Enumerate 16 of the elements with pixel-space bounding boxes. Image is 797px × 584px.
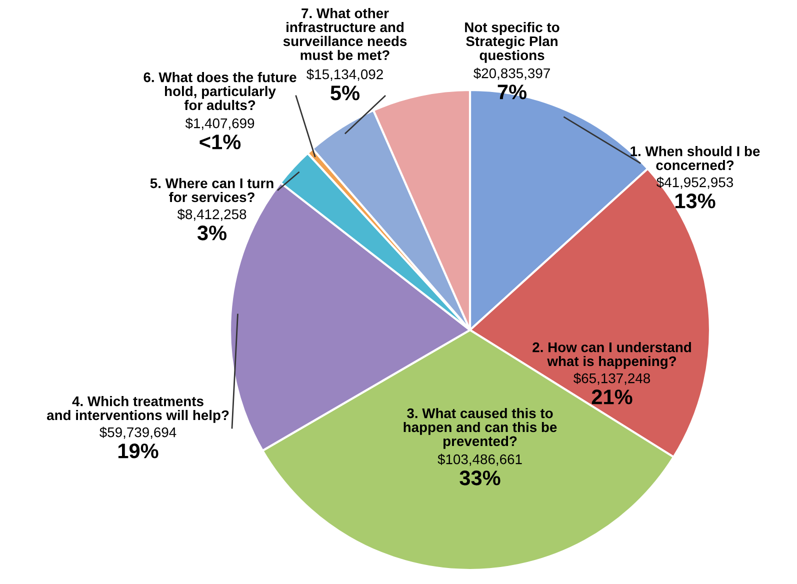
slice-label: 1. When should I be concerned?	[630, 146, 760, 170]
slice-label: 6. What does the future hold, particularly for adults?	[144, 72, 296, 110]
slice-label: 3. What caused this to happen and can this be prevented?	[404, 408, 557, 449]
data-label: $59,739,694 19%	[100, 426, 176, 458]
slice-label: 2. How can I understand what is happening?	[532, 342, 691, 369]
data-label: $65,137,248 21%	[574, 372, 650, 404]
data-label: $20,835,397 7%	[474, 68, 550, 100]
data-label: $15,134,092 5%	[306, 68, 383, 100]
data-label: $1,407,699 <1%	[185, 118, 254, 150]
data-label: $103,486,661 33%	[438, 454, 522, 486]
slice-label: 7. What other infrastructure and surveillance needs must be met?	[283, 8, 407, 60]
data-label: $8,412,258 3%	[177, 208, 246, 240]
data-label: $41,952,953 13%	[656, 176, 734, 208]
slice-label: Not specific to Strategic Plan questions	[465, 22, 560, 63]
slice-label: 5. Where can I turn for services?	[150, 178, 274, 202]
slice-label: 4. Which treatments and interventions will help?	[46, 396, 229, 423]
